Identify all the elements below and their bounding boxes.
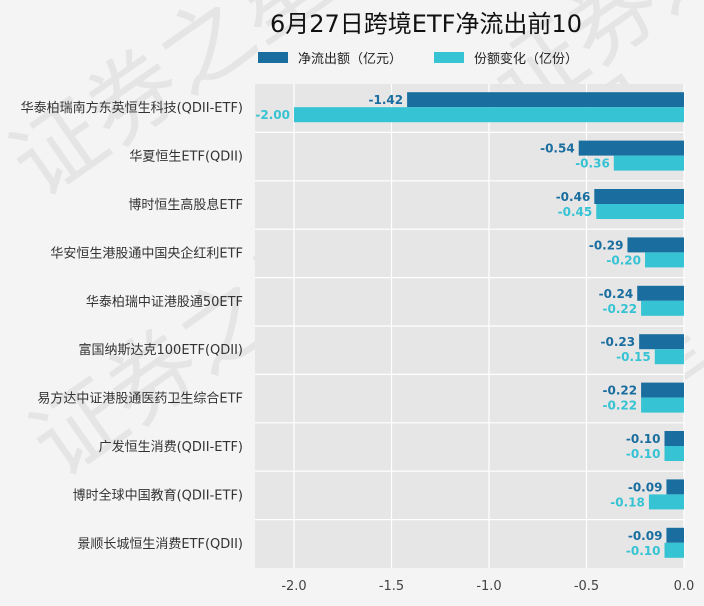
data-label: -0.24: [599, 287, 634, 301]
bar-series-1: [637, 285, 684, 301]
data-label: -0.22: [603, 384, 638, 398]
category-label: 华安恒生港股通中国央企红利ETF: [50, 245, 243, 261]
category-label: 景顺长城恒生消费ETF(QDII): [77, 537, 243, 552]
data-label: -0.23: [601, 335, 636, 349]
bar-series-2: [596, 204, 684, 219]
data-label: -0.10: [626, 544, 661, 558]
category-label: 华泰柏瑞中证港股通50ETF: [86, 295, 243, 310]
data-label: -0.36: [575, 157, 610, 171]
category-labels: 华泰柏瑞南方东英恒生科技(QDII-ETF) 华夏恒生ETF(QDII) 博时恒生高…: [21, 100, 243, 552]
bar-series-1: [627, 237, 684, 253]
x-tick-label: 0.0: [674, 579, 695, 594]
bar-series-2: [613, 155, 684, 171]
x-tick-label: -0.5: [574, 579, 599, 594]
data-label: -0.22: [603, 302, 638, 316]
bar-series-2: [294, 107, 684, 123]
chart-title: 6月27日跨境ETF净流出前10: [270, 10, 582, 38]
bar-series-2: [664, 542, 684, 558]
category-label: 华泰柏瑞南方东英恒生科技(QDII-ETF): [21, 100, 243, 116]
category-label: 华夏恒生ETF(QDII): [129, 150, 243, 165]
legend-label: 净流出额（亿元）: [298, 52, 402, 67]
x-tick-label: -1.0: [476, 579, 501, 594]
category-label: 博时恒生高股息ETF: [128, 197, 243, 213]
data-label: -0.29: [589, 238, 624, 252]
bar-series-2: [645, 252, 684, 268]
data-label: -2.00: [255, 108, 290, 122]
bar-series-1: [641, 382, 684, 398]
bar-series-1: [578, 140, 684, 156]
x-tick-label: -2.0: [281, 579, 306, 594]
data-label: -0.46: [556, 190, 591, 204]
x-axis-ticks: -2.0 -1.5 -1.0 -0.5 0.0: [281, 579, 694, 594]
bar-series-1: [407, 92, 684, 108]
bar-series-2: [641, 397, 684, 413]
data-label: -0.22: [603, 399, 638, 413]
legend-swatch: [434, 52, 464, 63]
bar-series-1: [639, 334, 684, 350]
x-tick-label: -1.5: [379, 579, 404, 594]
gridlines: [255, 84, 685, 568]
data-label: -0.09: [628, 529, 663, 543]
bars: [294, 92, 684, 558]
data-label: -0.10: [626, 447, 661, 461]
bar-series-2: [648, 494, 684, 510]
data-label: -0.15: [616, 350, 651, 364]
bar-series-1: [664, 431, 684, 446]
data-label: -0.45: [558, 205, 593, 219]
data-label: -0.54: [540, 142, 575, 156]
legend: 净流出额（亿元） 份额变化（亿份）: [258, 51, 578, 67]
category-label: 富国纳斯达克100ETF(QDII): [79, 342, 244, 358]
bar-series-2: [664, 446, 684, 461]
category-label: 博时全球中国教育(QDII-ETF): [73, 487, 243, 503]
bar-series-1: [594, 189, 684, 204]
category-label: 易方达中证港股通医药卫生综合ETF: [37, 391, 243, 407]
data-label: -0.18: [610, 495, 645, 509]
bar-series-1: [666, 527, 684, 543]
bar-series-2: [641, 300, 684, 316]
data-label: -0.20: [606, 253, 641, 267]
data-labels: -1.42 -2.00 -0.54-0.36 -0.46-0.45 -0.29-0.20…: [255, 93, 662, 558]
legend-swatch: [258, 52, 288, 63]
data-label: -0.10: [626, 432, 661, 446]
legend-label: 份额变化（亿份）: [474, 51, 578, 67]
bar-series-2: [654, 349, 684, 365]
data-label: -0.09: [628, 480, 663, 494]
category-label: 广发恒生消费(QDII-ETF): [99, 439, 243, 455]
bar-series-1: [666, 479, 684, 495]
data-label: -1.42: [369, 93, 404, 107]
